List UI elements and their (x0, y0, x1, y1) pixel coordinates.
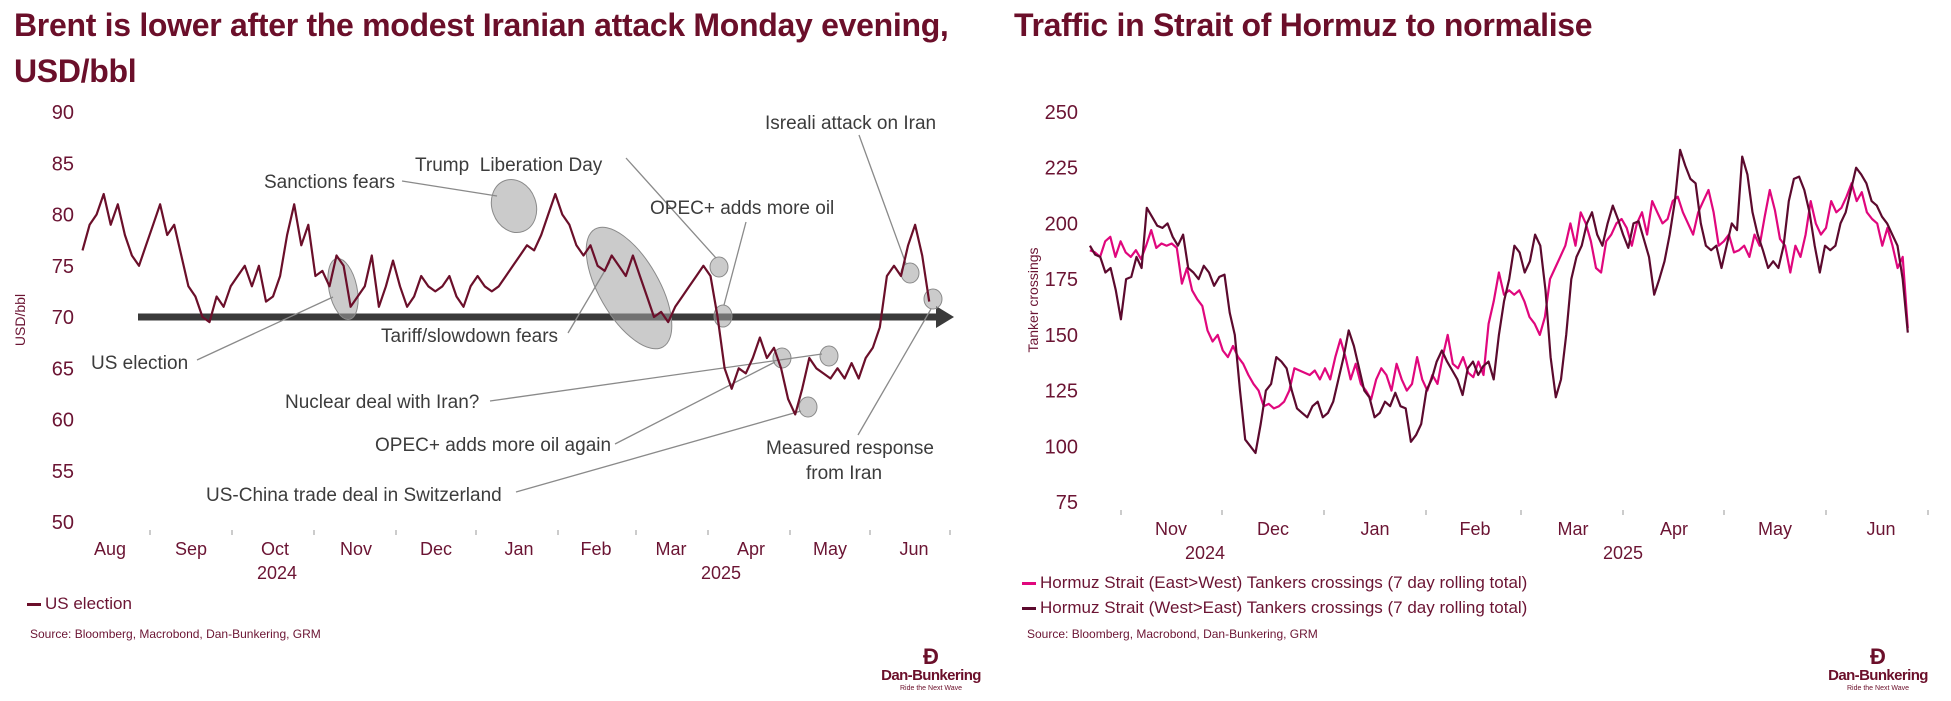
right-legend-item-east-west: Hormuz Strait (East>West) Tankers crossi… (1022, 573, 1527, 593)
opec-leader (723, 221, 747, 306)
uschina-leader (515, 410, 802, 493)
x-tick-label: Nov (1155, 519, 1187, 539)
logo-name: Dan-Bunkering (1828, 667, 1928, 684)
sanctions-leader (401, 180, 498, 197)
x-year-label: 2025 (1603, 543, 1643, 563)
y-tick-label: 85 (52, 153, 74, 175)
series-line-0 (1089, 182, 1909, 410)
x-tick-label: Jan (504, 539, 533, 559)
y-tick-label: 50 (52, 512, 74, 534)
y-tick-label: 75 (1056, 492, 1078, 514)
tariff-leader (567, 261, 611, 334)
left-source: Source: Bloomberg, Macrobond, Dan-Bunker… (30, 627, 321, 641)
annotation-measured-1: Measured response (766, 438, 934, 459)
x-tick-label: Apr (737, 539, 765, 559)
y-tick-label: 65 (52, 358, 74, 380)
uschina-highlight (798, 396, 818, 418)
right-source: Source: Bloomberg, Macrobond, Dan-Bunker… (1027, 627, 1318, 641)
nuclear-highlight (819, 345, 839, 367)
liberation-day-highlight (490, 179, 538, 233)
series-line-0 (81, 192, 931, 416)
opec-again-leader (614, 361, 776, 445)
y-tick-label: 100 (1045, 436, 1078, 458)
y-tick-label: 80 (52, 205, 74, 227)
x-tick-label: May (813, 539, 847, 559)
brent-series (81, 192, 931, 416)
annotation-uschina: US-China trade deal in Switzerland (206, 485, 502, 506)
y-tick-label: 55 (52, 461, 74, 483)
annotation-israeli: Isreali attack on Iran (765, 113, 936, 134)
y-tick-label: 250 (1045, 102, 1078, 124)
x-tick-label: Feb (1459, 519, 1490, 539)
annotation-liberation-day: Trump Liberation Day (415, 155, 603, 176)
legend-label: Hormuz Strait (West>East) Tankers crossi… (1040, 598, 1528, 617)
annotation-nuclear: Nuclear deal with Iran? (285, 392, 479, 413)
election-leader (196, 296, 334, 361)
right-legend-item-west-east: Hormuz Strait (West>East) Tankers crossi… (1022, 598, 1527, 618)
y-tick-label: 125 (1045, 381, 1078, 403)
tanker-series (1088, 148, 1909, 455)
reference-arrow-head (936, 306, 954, 328)
y-tick-label: 175 (1045, 269, 1078, 291)
annotation-opec: OPEC+ adds more oil (650, 198, 834, 219)
left-logo: Ɖ Dan-Bunkering Ride the Next Wave (876, 646, 986, 694)
y-tick-label: 200 (1045, 213, 1078, 235)
israeli-leader (858, 134, 907, 265)
legend-swatch (1022, 606, 1036, 610)
x-tick-label: Nov (340, 539, 372, 559)
legend-label: Hormuz Strait (East>West) Tankers crossi… (1040, 573, 1528, 592)
x-year-label: 2025 (701, 563, 741, 583)
x-tick-label: Aug (94, 539, 126, 559)
logo-mark-icon: Ɖ (923, 644, 939, 669)
tariff-highlight (585, 226, 673, 350)
annotation-tariff: Tariff/slowdown fears (381, 326, 558, 347)
y-tick-label: 90 (52, 102, 74, 124)
x-tick-label: Mar (1558, 519, 1589, 539)
right-axis-ticks: 250 225 200 175 150 125 100 75 Nov Dec Jan Feb Mar Ap… (1045, 102, 1929, 563)
nuclear-leader (489, 353, 823, 402)
y-tick-label: 150 (1045, 325, 1078, 347)
left-legend-item: US election (27, 594, 132, 614)
logo-tagline: Ride the Next Wave (1847, 685, 1909, 692)
x-tick-label: Feb (580, 539, 611, 559)
x-tick-label: Oct (261, 539, 289, 559)
logo-mark-icon: Ɖ (1870, 644, 1886, 669)
legend-swatch (1022, 581, 1036, 585)
series-line-1 (1088, 148, 1909, 455)
x-tick-label: Jun (899, 539, 928, 559)
y-tick-label: 60 (52, 410, 74, 432)
right-y-axis-label: Tanker crossings (1025, 247, 1041, 352)
x-tick-label: Dec (1257, 519, 1289, 539)
left-y-axis-label: USD/bbl (12, 294, 28, 346)
y-tick-label: 75 (52, 256, 74, 278)
x-year-label: 2024 (257, 563, 297, 583)
x-tick-label: Mar (656, 539, 687, 559)
legend-swatch (27, 602, 41, 606)
measured-leader (857, 308, 932, 436)
x-tick-label: Jan (1360, 519, 1389, 539)
right-chart-title: Traffic in Strait of Hormuz to normalise (1014, 7, 1593, 43)
annotation-opec-again: OPEC+ adds more oil again (375, 435, 611, 456)
annotation-sanctions: Sanctions fears (264, 172, 395, 193)
right-logo: Ɖ Dan-Bunkering Ride the Next Wave (1823, 646, 1933, 694)
annotation-measured-2: from Iran (806, 463, 882, 484)
x-tick-label: Apr (1660, 519, 1688, 539)
opec-highlight (709, 256, 729, 278)
y-tick-label: 225 (1045, 158, 1078, 180)
annotation-election: US election (91, 353, 188, 374)
x-year-label: 2024 (1185, 543, 1225, 563)
legend-label: US election (45, 594, 132, 613)
x-tick-label: Sep (175, 539, 207, 559)
x-tick-label: May (1758, 519, 1792, 539)
left-chart-title: Brent is lower after the modest Iranian … (14, 7, 949, 89)
logo-name: Dan-Bunkering (881, 667, 981, 684)
x-tick-label: Jun (1866, 519, 1895, 539)
left-axis-ticks: 90 85 80 75 70 65 60 55 50 Aug Sep Oct Nov Dec Jan Feb M… (52, 102, 951, 583)
logo-tagline: Ride the Next Wave (900, 685, 962, 692)
liberation-leader (625, 157, 717, 259)
x-tick-label: Dec (420, 539, 452, 559)
y-tick-label: 70 (52, 307, 74, 329)
